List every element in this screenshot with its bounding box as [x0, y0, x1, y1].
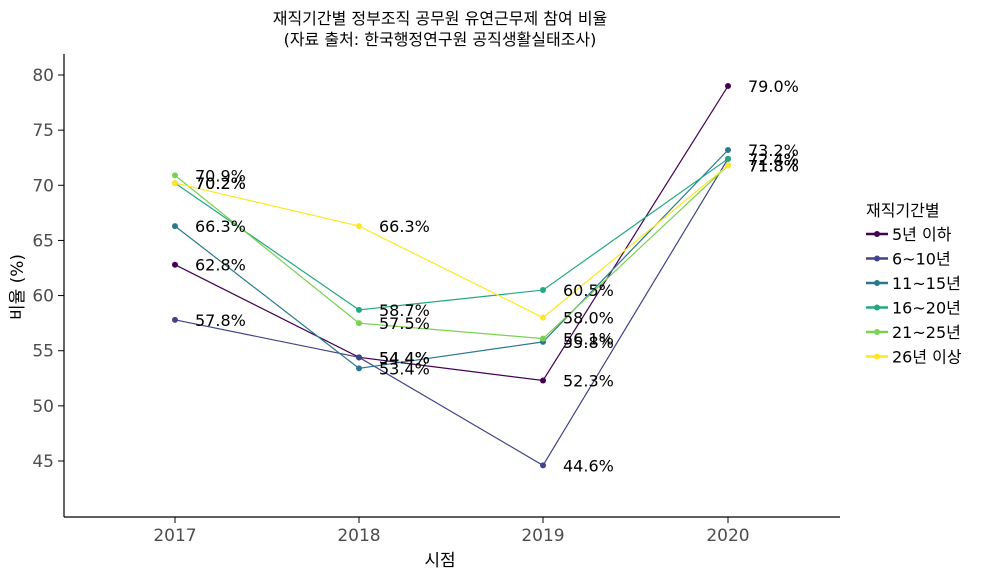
legend-swatch-point	[874, 231, 880, 237]
series-points	[172, 83, 731, 469]
data-label: 62.8%	[195, 256, 246, 275]
data-label: 57.8%	[195, 311, 246, 330]
y-ticks: 45 50 55 60 65 70 75 80	[32, 66, 64, 472]
legend-label: 11~15년	[892, 274, 961, 293]
legend-title: 재직기간별	[866, 201, 940, 220]
data-label: 55.8%	[563, 333, 614, 352]
data-point	[725, 155, 731, 162]
legend-label: 16~20년	[892, 299, 961, 318]
data-label: 54.4%	[379, 348, 430, 367]
x-tick-label: 2017	[153, 526, 196, 546]
data-point	[356, 223, 362, 230]
legend-items: 5년 이하 6~10년 11~15년 16~20년 21~25년 26년 이상	[866, 225, 962, 367]
legend-swatch-point	[874, 329, 880, 335]
data-point	[725, 162, 731, 169]
data-label: 52.3%	[563, 371, 614, 390]
data-labels: 62.8%54.4%52.3%79.0%57.8%54.4%44.6%72.4%…	[195, 77, 799, 475]
data-label: 70.2%	[195, 174, 246, 193]
data-point	[172, 172, 178, 179]
data-label: 56.1%	[563, 330, 614, 349]
data-point	[172, 316, 178, 323]
axes	[63, 54, 840, 518]
legend-label: 26년 이상	[892, 348, 962, 367]
data-label: 58.0%	[563, 309, 614, 328]
data-label: 60.5%	[563, 281, 614, 300]
y-tick-label: 60	[32, 287, 54, 307]
data-point	[356, 320, 362, 327]
data-label: 53.4%	[379, 359, 430, 378]
x-tick-label: 2018	[337, 526, 380, 546]
series-line	[174, 158, 729, 467]
data-point	[725, 146, 731, 153]
data-label: 72.4%	[748, 150, 799, 169]
x-tick-label: 2020	[706, 526, 749, 546]
data-label: 70.2%	[195, 174, 246, 193]
data-label: 71.8%	[748, 156, 799, 175]
data-label: 54.4%	[379, 348, 430, 367]
data-point	[356, 354, 362, 361]
data-label: 58.7%	[379, 301, 430, 320]
data-point	[725, 83, 731, 90]
data-label: 44.6%	[563, 456, 614, 475]
y-tick-label: 45	[32, 452, 54, 472]
y-tick-label: 75	[32, 121, 54, 141]
data-label: 66.3%	[195, 217, 246, 236]
data-label: 57.5%	[379, 314, 430, 333]
data-point	[356, 306, 362, 313]
legend-swatch-point	[874, 280, 880, 286]
y-tick-label: 55	[32, 342, 54, 362]
legend-label: 6~10년	[892, 250, 951, 269]
data-point	[172, 180, 178, 187]
data-point	[540, 377, 546, 384]
y-tick-label: 50	[32, 397, 54, 417]
series-line	[174, 158, 729, 311]
legend-label: 21~25년	[892, 323, 961, 342]
legend-swatch-point	[874, 353, 880, 360]
data-point	[540, 314, 546, 321]
legend-swatch-point	[874, 304, 880, 311]
data-label: 66.3%	[379, 217, 430, 236]
legend: 재직기간별 5년 이하 6~10년 11~15년 16~20년 21~25년 26년 이상	[866, 201, 962, 367]
data-label: 73.2%	[748, 141, 799, 160]
y-tick-label: 70	[32, 176, 54, 196]
y-tick-label: 65	[32, 231, 54, 251]
x-axis-label: 시점	[424, 551, 455, 571]
data-point	[172, 261, 178, 268]
chart-title: 재직기간별 정부조직 공무원 유연근무제 참여 비율	[273, 9, 608, 28]
x-ticks: 2017 2018 2019 2020	[153, 517, 750, 546]
data-label: 79.0%	[748, 77, 799, 96]
data-label: 71.8%	[748, 156, 799, 175]
data-point	[356, 365, 362, 372]
data-point	[172, 223, 178, 230]
series-line	[174, 164, 729, 340]
x-tick-label: 2019	[521, 526, 564, 546]
chart-subtitle: (자료 출처: 한국행정연구원 공직생활실태조사)	[284, 30, 597, 49]
data-point	[540, 335, 546, 342]
y-axis-label: 비율 (%)	[8, 254, 28, 320]
legend-label: 5년 이하	[892, 225, 952, 244]
y-tick-label: 80	[32, 66, 54, 86]
data-point	[540, 462, 546, 469]
series-line	[174, 85, 729, 382]
data-label: 70.9%	[195, 166, 246, 185]
series-line	[174, 149, 729, 369]
data-label: 72.4%	[748, 150, 799, 169]
data-point	[540, 287, 546, 294]
legend-swatch-point	[874, 255, 880, 262]
series-lines	[174, 85, 729, 467]
series-line	[174, 164, 729, 319]
